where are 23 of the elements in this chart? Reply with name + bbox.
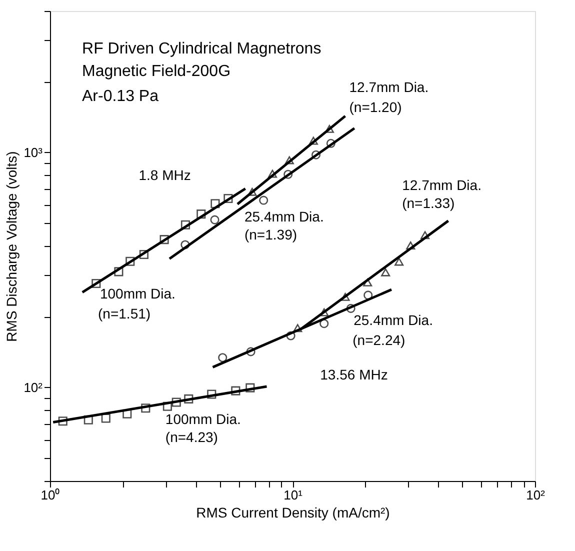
x-tick-label: 10² [526,488,546,502]
annotation: (n=1.33) [402,195,455,212]
annotation: 1.8 MHz [138,166,191,183]
annotation: 25.4mm Dia. [354,312,433,328]
annotation: 100mm Dia. [165,410,241,427]
annotation: 12.7mm Dia. [349,79,429,96]
annotation: 13.56 MHz [320,366,388,383]
annotation: (n=1.20) [349,98,402,115]
annotation: 25.4mm Dia. [244,208,324,224]
y-axis-title: RMS Discharge Voltage (volts) [4,151,20,342]
x-tick-label: 10¹ [284,488,304,502]
annotation: RF Driven Cylindrical Magnetrons [82,40,322,58]
annotation: 12.7mm Dia. [402,176,482,193]
annotation: Ar-0.13 Pa [82,88,159,106]
annotation: (n=4.23) [165,429,218,446]
y-tick-label: 10³ [24,144,44,160]
x-axis-title: RMS Current Density (mA/cm²) [196,504,390,520]
annotation: (n=2.24) [352,332,406,348]
annotation: Magnetic Field-200G [82,63,231,80]
annotation: (n=1.51) [98,306,151,322]
annotation: (n=1.39) [244,226,298,243]
x-tick-label: 10⁰ [40,488,60,502]
annotation: 100mm Dia. [100,285,176,302]
